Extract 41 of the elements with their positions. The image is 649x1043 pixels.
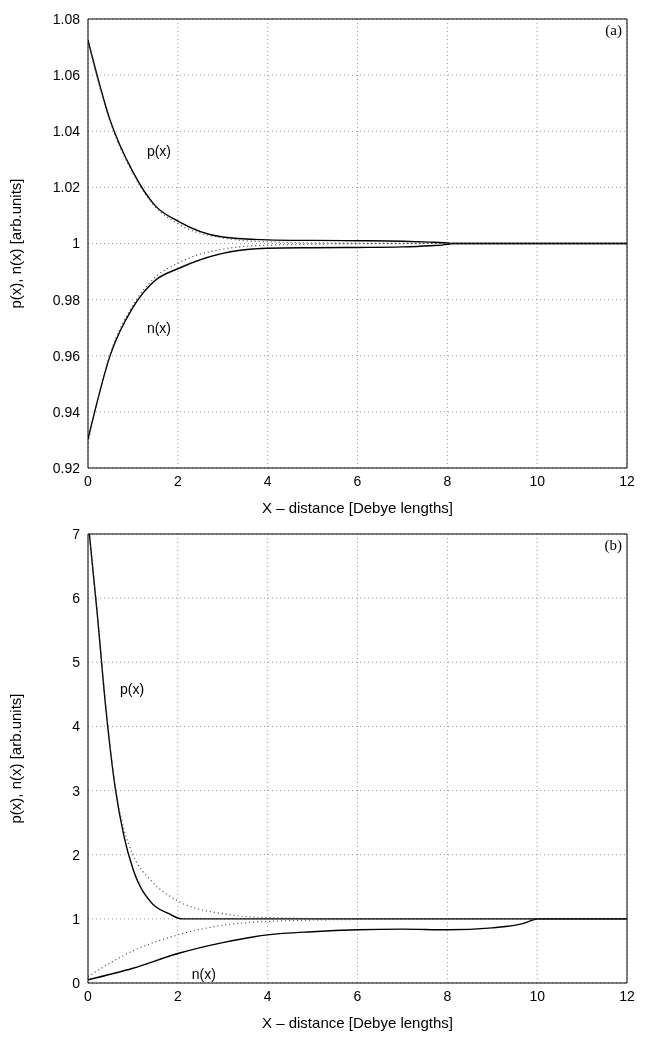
y-tick-label: 5	[72, 654, 81, 671]
y-tick-label: 4	[72, 718, 81, 735]
y-axis-title: p(x), n(x) [arb.units]	[7, 178, 25, 309]
y-tick-label: 1.04	[52, 123, 81, 140]
series-label: p(x)	[119, 680, 145, 697]
x-tick-label: 12	[619, 987, 635, 1004]
x-tick-label: 8	[443, 472, 452, 489]
x-tick-label: 0	[84, 472, 93, 489]
x-tick-label: 0	[84, 987, 93, 1004]
x-axis-title: X – distance [Debye lengths]	[262, 1014, 453, 1031]
y-tick-label: 2	[72, 846, 81, 863]
x-tick-label: 4	[263, 472, 272, 489]
x-tick-label: 6	[353, 472, 362, 489]
y-tick-label: 0	[72, 974, 81, 991]
x-tick-label: 8	[443, 987, 452, 1004]
x-tick-label: 2	[173, 987, 182, 1004]
series-label: n(x)	[191, 966, 216, 983]
x-tick-label: 10	[529, 987, 546, 1004]
x-tick-label: 2	[173, 472, 182, 489]
y-tick-label: 7	[72, 525, 81, 542]
y-tick-label: 1.06	[52, 67, 81, 84]
x-tick-label: 12	[619, 472, 635, 489]
y-tick-label: 0.96	[52, 347, 81, 364]
y-tick-label: 1.02	[52, 179, 81, 196]
y-tick-label: 0.98	[52, 291, 81, 308]
y-axis-title: p(x), n(x) [arb.units]	[7, 693, 25, 824]
series-label: p(x)	[146, 142, 172, 159]
y-tick-label: 1.08	[52, 10, 81, 27]
annotation: (b)	[604, 537, 622, 554]
y-tick-label: 3	[72, 782, 81, 799]
x-tick-label: 4	[263, 987, 272, 1004]
series-label: n(x)	[146, 320, 172, 337]
y-tick-label: 0.92	[52, 459, 81, 476]
y-tick-label: 1	[72, 910, 81, 927]
y-tick-label: 1	[72, 235, 81, 252]
x-tick-label: 10	[529, 472, 546, 489]
y-tick-label: 6	[72, 590, 81, 607]
annotation: (a)	[605, 22, 622, 39]
y-tick-label: 0.94	[52, 403, 81, 420]
x-tick-label: 6	[353, 987, 362, 1004]
x-axis-title: X – distance [Debye lengths]	[262, 499, 453, 516]
